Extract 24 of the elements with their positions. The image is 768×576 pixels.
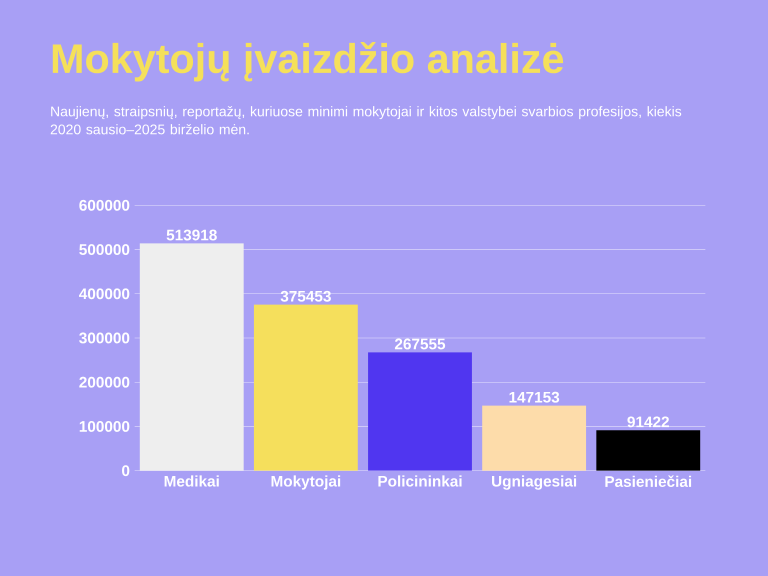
data-label: 375453 bbox=[280, 290, 331, 302]
bar bbox=[368, 352, 472, 471]
x-tick-label: Ugniagesiai bbox=[492, 475, 576, 490]
x-tick-label: Pasieniečiai bbox=[605, 475, 692, 487]
bar bbox=[140, 243, 244, 471]
bar bbox=[596, 430, 700, 471]
x-tick-label: Policininkai bbox=[378, 475, 462, 487]
chart-subtitle: Naujienų, straipsnių, reportažų, kuriuose minimi mokytojai ir kitos valstybei svarbios profesijos, kiekis 2020 sausio–2025 birželio mėn. bbox=[50, 106, 682, 134]
bar bbox=[482, 406, 586, 471]
y-tick-label: 0 bbox=[122, 465, 130, 476]
data-label: 91422 bbox=[627, 416, 669, 428]
y-tick-label: 400000 bbox=[79, 288, 130, 300]
y-tick-label: 500000 bbox=[79, 244, 130, 255]
y-tick-label: 300000 bbox=[79, 332, 130, 344]
x-tick-label: Medikai bbox=[164, 475, 219, 487]
x-tick-label: Mokytojai bbox=[272, 475, 340, 490]
bar bbox=[254, 304, 358, 471]
data-label: 267555 bbox=[394, 338, 446, 350]
data-label: 513918 bbox=[166, 230, 217, 240]
y-tick-label: 200000 bbox=[79, 376, 130, 388]
data-label: 147153 bbox=[510, 392, 560, 403]
y-tick-label: 600000 bbox=[79, 200, 130, 211]
chart-title: Mokytojų įvaizdžio analizė bbox=[52, 42, 564, 82]
y-tick-label: 100000 bbox=[80, 421, 130, 432]
